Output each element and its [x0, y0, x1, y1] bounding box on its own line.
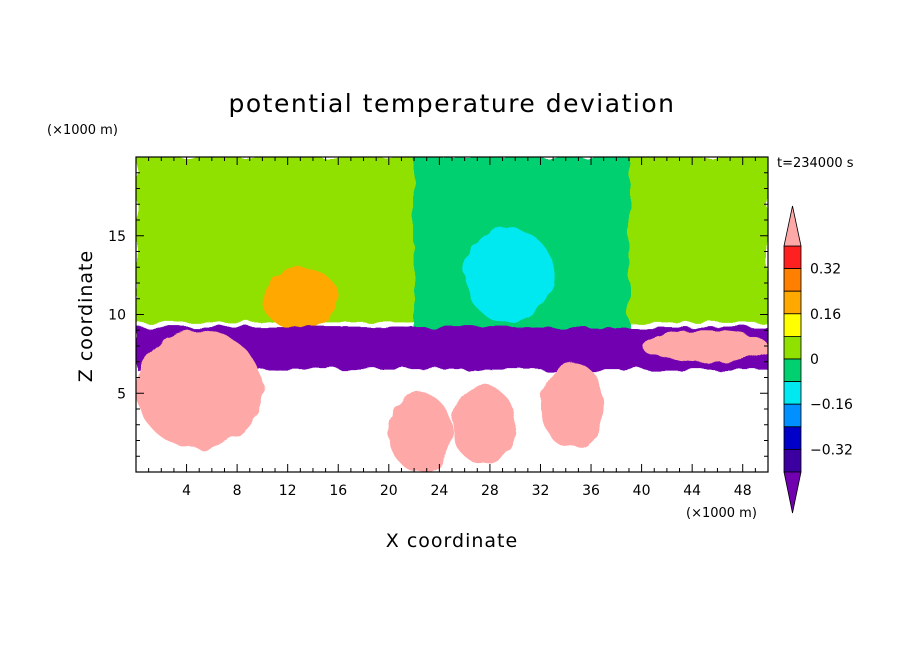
chart-title: potential temperature deviation — [229, 89, 676, 118]
x-tick-label: 8 — [233, 483, 242, 499]
colorbar-band — [783, 290, 802, 315]
x-tick-label: 44 — [683, 483, 701, 499]
x-tick-label: 32 — [532, 483, 550, 499]
x-tick-label: 28 — [481, 483, 499, 499]
x-axis-unit: (×1000 m) — [686, 506, 757, 521]
colorbar-band — [783, 358, 802, 383]
field-region-upper-warm-plume — [262, 267, 339, 331]
y-axis-unit: (×1000 m) — [47, 123, 118, 138]
colorbar-over-triangle — [783, 205, 802, 247]
colorbar-band — [783, 448, 802, 473]
y-tick-label: 15 — [108, 229, 126, 245]
colorbar-band — [783, 268, 802, 292]
colorbar-band — [783, 335, 802, 360]
field-region-warm-plume-3 — [540, 361, 604, 449]
colorbar-band — [783, 426, 802, 450]
x-tick-label: 48 — [734, 483, 752, 499]
colorbar: 0.32 0.16 0 −0.16 −0.32 — [783, 205, 853, 514]
x-tick-label: 20 — [380, 483, 398, 499]
colorbar-band — [783, 403, 802, 428]
x-axis-label: X coordinate — [386, 530, 518, 552]
colorbar-band — [783, 381, 802, 405]
y-tick-label: 5 — [117, 386, 126, 402]
contour-field — [136, 157, 768, 472]
field-region-upper-cold-core — [464, 227, 554, 323]
colorbar-tick-label: −0.16 — [810, 397, 853, 413]
x-tick-label: 16 — [329, 483, 347, 499]
time-label: t=234000 s — [777, 156, 854, 171]
colorbar-tick-label: −0.32 — [810, 442, 853, 458]
colorbar-band — [783, 313, 802, 337]
colorbar-tick-label: 0.32 — [810, 262, 841, 278]
colorbar-tick-label: 0 — [810, 352, 819, 368]
field-region-warm-plume-1 — [388, 393, 452, 472]
y-axis-label: Z coordinate — [75, 250, 97, 382]
x-tick-label: 40 — [633, 483, 651, 499]
y-tick-label: 10 — [108, 308, 126, 324]
x-tick-label: 24 — [430, 483, 448, 499]
colorbar-under-triangle — [783, 471, 802, 514]
colorbar-band — [783, 245, 802, 270]
field-region-warm-plume-2 — [452, 385, 516, 465]
x-tick-label: 36 — [582, 483, 600, 499]
x-tick-label: 12 — [279, 483, 297, 499]
colorbar-tick-label: 0.16 — [810, 307, 841, 323]
field-region-warm-anomaly-right — [641, 330, 768, 362]
x-tick-label: 4 — [182, 483, 191, 499]
field-region-warm-anomaly-left — [136, 330, 263, 449]
